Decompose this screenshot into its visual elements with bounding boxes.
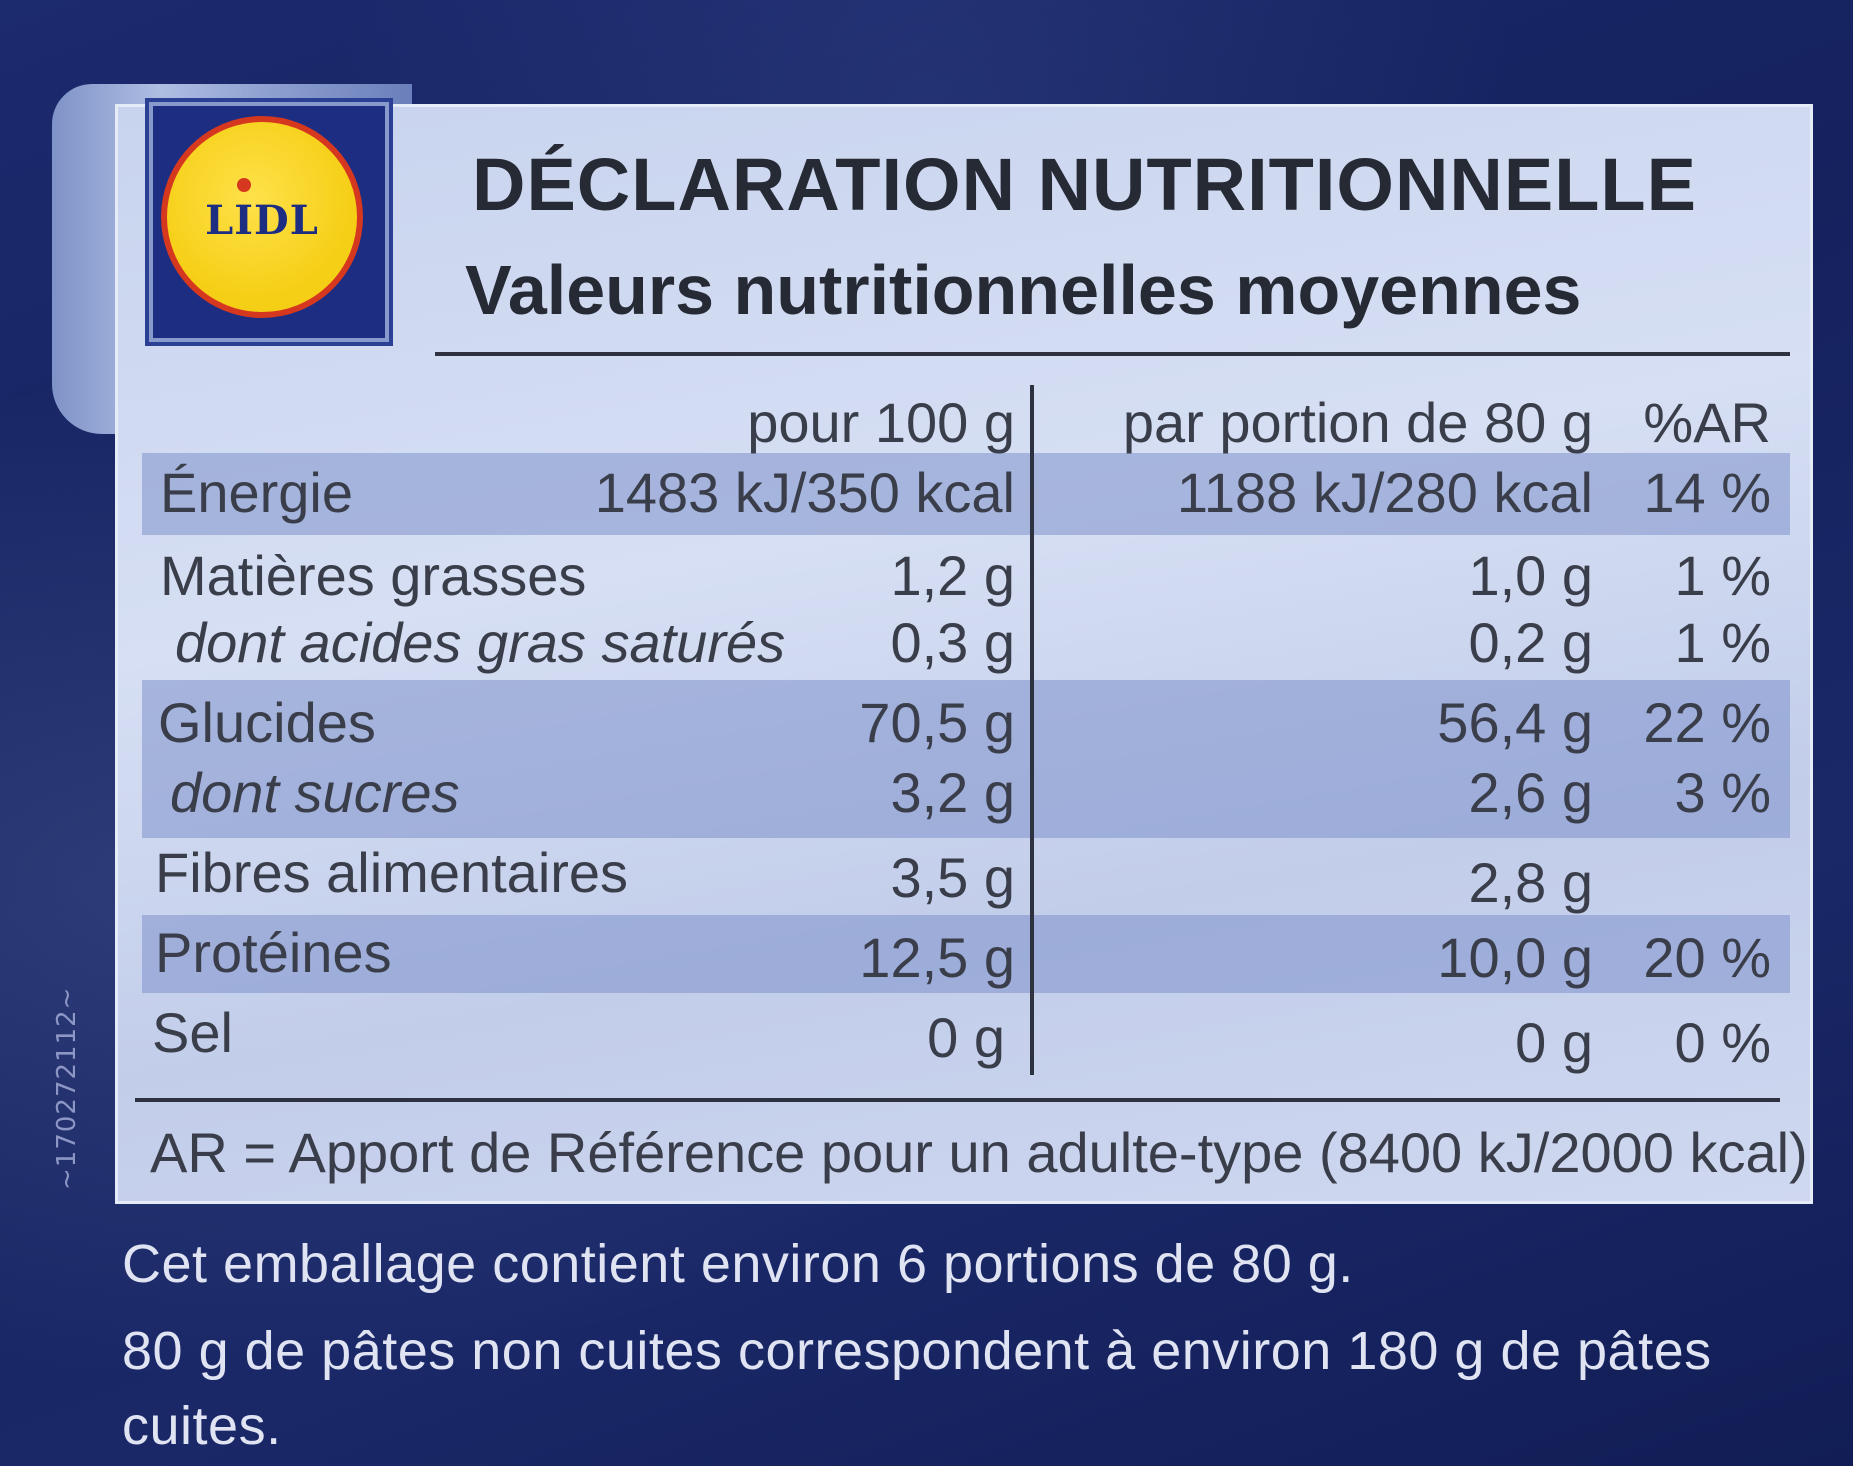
header-rule <box>435 352 1790 356</box>
table-row-portion: 2,8 g <box>1468 851 1593 914</box>
table-row-portion: 1188 kJ/280 kcal <box>1176 461 1593 524</box>
table-row-label: dont sucres <box>170 761 460 824</box>
brand-logo-text: LIDL <box>205 196 319 244</box>
table-row-portion: 1,0 g <box>1468 544 1593 607</box>
table-row-ar: 3 % <box>1674 761 1772 824</box>
table-row-portion: 0,2 g <box>1468 611 1593 674</box>
table-row-per100: 3,5 g <box>890 846 1015 909</box>
row-band-energie <box>142 453 1790 535</box>
table-row-ar: 22 % <box>1643 691 1771 754</box>
page-title: DÉCLARATION NUTRITIONNELLE <box>472 143 1697 226</box>
table-row-per100: 12,5 g <box>859 926 1015 989</box>
table-row-label: Glucides <box>158 691 376 754</box>
column-divider <box>1030 385 1034 1075</box>
row-band-proteines <box>142 915 1790 993</box>
table-row-label: Énergie <box>160 461 354 524</box>
table-row-portion: 10,0 g <box>1437 926 1593 989</box>
table-row-ar: 20 % <box>1643 926 1771 989</box>
table-row-portion: 56,4 g <box>1437 691 1593 754</box>
table-row-per100: 1483 kJ/350 kcal <box>594 461 1015 524</box>
column-header-ar: %AR <box>1643 391 1771 454</box>
column-header-portion: par portion de 80 g <box>1122 391 1593 454</box>
table-row-per100: 70,5 g <box>859 691 1015 754</box>
table-row-per100: 3,2 g <box>890 761 1015 824</box>
portion-info: Cet emballage contient environ 6 portion… <box>122 1234 1354 1294</box>
row-band-glucides <box>142 680 1790 838</box>
table-row-per100: 0 g <box>927 1006 1005 1069</box>
column-header-100g: pour 100 g <box>747 391 1015 454</box>
table-row-label: Matières grasses <box>160 544 587 607</box>
footnote-ar: AR = Apport de Référence pour un adulte-… <box>150 1121 1808 1184</box>
table-row-ar: 1 % <box>1674 544 1772 607</box>
table-row-per100: 1,2 g <box>890 544 1015 607</box>
table-row-per100: 0,3 g <box>890 611 1015 674</box>
batch-code: ~170272112~ <box>52 986 82 1190</box>
footer-rule <box>135 1098 1780 1102</box>
table-row-label: dont acides gras saturés <box>175 611 786 674</box>
table-row-portion: 2,6 g <box>1468 761 1593 824</box>
brand-logo-dot <box>237 178 251 192</box>
nutrition-panel <box>115 104 1813 1204</box>
table-row-ar: 14 % <box>1643 461 1771 524</box>
brand-logo-circle: LIDL <box>161 116 363 318</box>
table-row-portion: 0 g <box>1515 1011 1593 1074</box>
page-subtitle: Valeurs nutritionnelles moyennes <box>465 251 1582 329</box>
table-row-label: Sel <box>152 1001 233 1064</box>
table-row-ar: 1 % <box>1674 611 1772 674</box>
cooking-info: 80 g de pâtes non cuites correspondent à… <box>122 1321 1712 1381</box>
table-row-ar: 0 % <box>1674 1011 1772 1074</box>
table-row-label: Fibres alimentaires <box>155 841 629 904</box>
table-row-label: Protéines <box>155 921 392 984</box>
cooking-info-end: cuites. <box>122 1396 282 1456</box>
